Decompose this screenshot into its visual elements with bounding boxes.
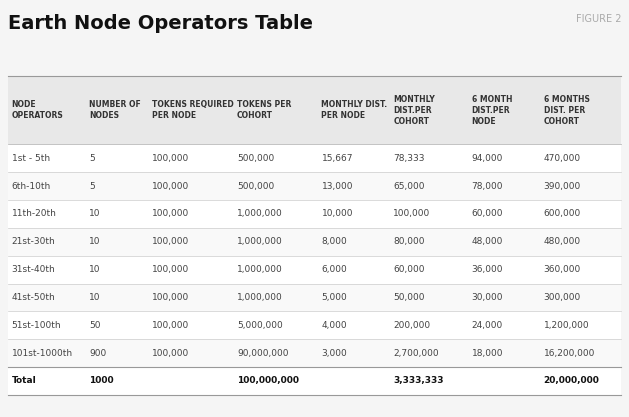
Text: 100,000: 100,000 [152, 321, 189, 330]
Text: 1,200,000: 1,200,000 [543, 321, 589, 330]
Text: 11th-20th: 11th-20th [11, 209, 57, 219]
Text: 10: 10 [89, 265, 101, 274]
Text: 3,000: 3,000 [321, 349, 347, 358]
Text: 48,000: 48,000 [472, 237, 503, 246]
FancyBboxPatch shape [8, 172, 621, 200]
Text: 360,000: 360,000 [543, 265, 581, 274]
Text: 100,000: 100,000 [152, 265, 189, 274]
Text: 5: 5 [89, 154, 95, 163]
Text: 8,000: 8,000 [321, 237, 347, 246]
Text: TOKENS PER
COHORT: TOKENS PER COHORT [237, 100, 291, 120]
FancyBboxPatch shape [8, 339, 621, 367]
Text: 78,000: 78,000 [472, 181, 503, 191]
Text: 390,000: 390,000 [543, 181, 581, 191]
Text: 4,000: 4,000 [321, 321, 347, 330]
Text: 65,000: 65,000 [393, 181, 425, 191]
Text: 1000: 1000 [89, 377, 114, 385]
Text: 18,000: 18,000 [472, 349, 503, 358]
Text: 36,000: 36,000 [472, 265, 503, 274]
Text: 90,000,000: 90,000,000 [237, 349, 289, 358]
Text: 600,000: 600,000 [543, 209, 581, 219]
Text: 1st - 5th: 1st - 5th [11, 154, 50, 163]
Text: 30,000: 30,000 [472, 293, 503, 302]
Text: 100,000: 100,000 [152, 349, 189, 358]
Text: 60,000: 60,000 [393, 265, 425, 274]
Text: 5,000: 5,000 [321, 293, 347, 302]
FancyBboxPatch shape [8, 367, 621, 395]
Text: 51st-100th: 51st-100th [11, 321, 61, 330]
Text: 6 MONTHS
DIST. PER
COHORT: 6 MONTHS DIST. PER COHORT [543, 95, 589, 126]
Text: 5,000,000: 5,000,000 [237, 321, 282, 330]
Text: 100,000: 100,000 [393, 209, 431, 219]
Text: 50,000: 50,000 [393, 293, 425, 302]
Text: 1,000,000: 1,000,000 [237, 237, 282, 246]
Text: 900: 900 [89, 349, 106, 358]
Text: 2,700,000: 2,700,000 [393, 349, 439, 358]
Text: 15,667: 15,667 [321, 154, 353, 163]
Text: 100,000,000: 100,000,000 [237, 377, 299, 385]
Text: MONTHLY DIST.
PER NODE: MONTHLY DIST. PER NODE [321, 100, 387, 120]
Text: 21st-30th: 21st-30th [11, 237, 55, 246]
Text: 20,000,000: 20,000,000 [543, 377, 599, 385]
Text: 300,000: 300,000 [543, 293, 581, 302]
Text: 100,000: 100,000 [152, 181, 189, 191]
FancyBboxPatch shape [8, 76, 621, 144]
Text: 6th-10th: 6th-10th [11, 181, 51, 191]
Text: 16,200,000: 16,200,000 [543, 349, 595, 358]
Text: NODE
OPERATORS: NODE OPERATORS [11, 100, 64, 120]
Text: 41st-50th: 41st-50th [11, 293, 55, 302]
Text: 200,000: 200,000 [393, 321, 431, 330]
Text: Total: Total [11, 377, 36, 385]
FancyBboxPatch shape [8, 144, 621, 172]
Text: 6 MONTH
DIST.PER
NODE: 6 MONTH DIST.PER NODE [472, 95, 512, 126]
Text: 13,000: 13,000 [321, 181, 353, 191]
Text: 94,000: 94,000 [472, 154, 503, 163]
Text: 10: 10 [89, 209, 101, 219]
FancyBboxPatch shape [8, 284, 621, 311]
Text: 80,000: 80,000 [393, 237, 425, 246]
Text: 100,000: 100,000 [152, 209, 189, 219]
Text: 50: 50 [89, 321, 101, 330]
Text: 6,000: 6,000 [321, 265, 347, 274]
Text: 470,000: 470,000 [543, 154, 581, 163]
FancyBboxPatch shape [8, 228, 621, 256]
Text: 100,000: 100,000 [152, 293, 189, 302]
Text: 3,333,333: 3,333,333 [393, 377, 444, 385]
Text: 78,333: 78,333 [393, 154, 425, 163]
Text: 5: 5 [89, 181, 95, 191]
Text: 500,000: 500,000 [237, 181, 274, 191]
Text: 480,000: 480,000 [543, 237, 581, 246]
Text: 10: 10 [89, 237, 101, 246]
Text: FIGURE 2: FIGURE 2 [576, 14, 621, 24]
Text: 1,000,000: 1,000,000 [237, 209, 282, 219]
FancyBboxPatch shape [8, 311, 621, 339]
Text: 31st-40th: 31st-40th [11, 265, 55, 274]
Text: 24,000: 24,000 [472, 321, 503, 330]
Text: 101st-1000th: 101st-1000th [11, 349, 73, 358]
FancyBboxPatch shape [8, 200, 621, 228]
Text: 1,000,000: 1,000,000 [237, 293, 282, 302]
FancyBboxPatch shape [8, 256, 621, 284]
Text: TOKENS REQUIRED
PER NODE: TOKENS REQUIRED PER NODE [152, 100, 233, 120]
Text: 1,000,000: 1,000,000 [237, 265, 282, 274]
Text: 60,000: 60,000 [472, 209, 503, 219]
Text: 10,000: 10,000 [321, 209, 353, 219]
Text: 100,000: 100,000 [152, 237, 189, 246]
Text: MONTHLY
DIST.PER
COHORT: MONTHLY DIST.PER COHORT [393, 95, 435, 126]
Text: NUMBER OF
NODES: NUMBER OF NODES [89, 100, 141, 120]
Text: 100,000: 100,000 [152, 154, 189, 163]
Text: 500,000: 500,000 [237, 154, 274, 163]
Text: 10: 10 [89, 293, 101, 302]
Text: Earth Node Operators Table: Earth Node Operators Table [8, 14, 313, 33]
